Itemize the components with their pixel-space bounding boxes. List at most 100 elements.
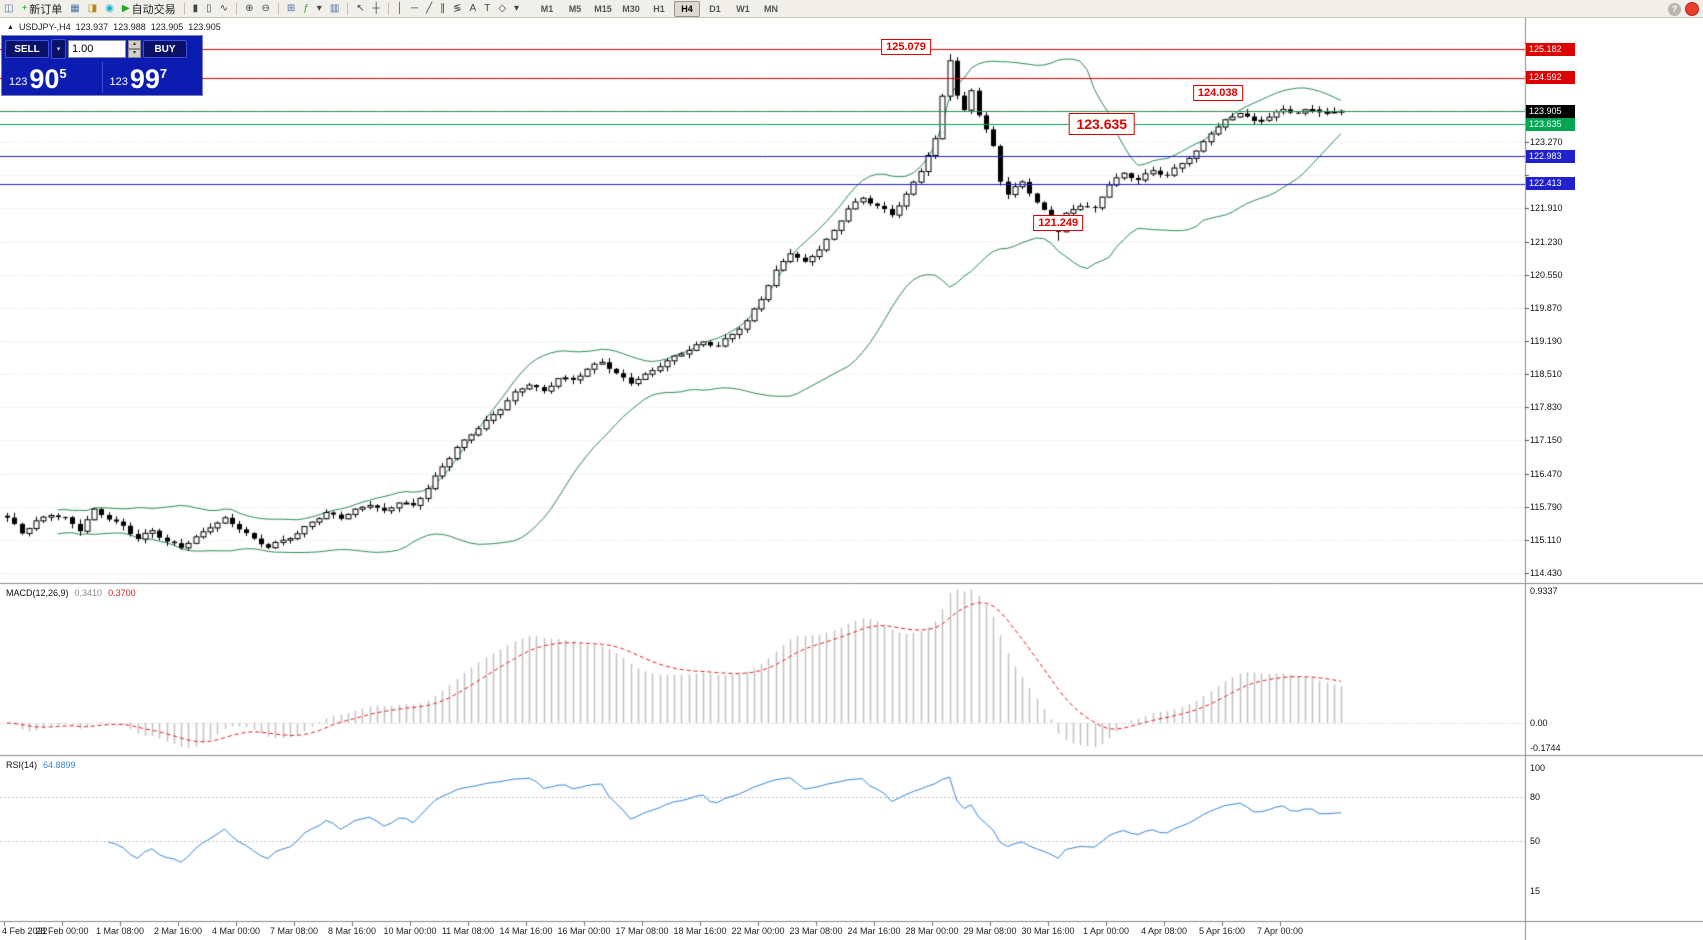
bar-chart-icon[interactable]: ▮ <box>190 0 202 17</box>
sell-button[interactable]: SELL <box>5 40 49 58</box>
timeframe-h4[interactable]: H4 <box>674 0 701 17</box>
buy-price-prefix: 123 <box>109 76 128 88</box>
templates-icon[interactable]: ▥ <box>327 0 342 17</box>
macd-indicator-label: MACD(12,26,9) 0.3410 0.3700 <box>6 588 136 598</box>
volume-up-icon[interactable]: ▴ <box>128 40 141 49</box>
volume-dropdown-button[interactable]: ▾ <box>51 39 66 59</box>
price-tick-label: 117.830 <box>1530 402 1562 413</box>
autotrading-button[interactable]: ▶ 自动交易 <box>119 0 179 17</box>
rsi-scale-label: 100 <box>1530 763 1546 773</box>
trend-arrow-icon: ▲ <box>7 23 14 31</box>
time-axis-label: 8 Mar 16:00 <box>327 926 377 936</box>
time-axis-label: 16 Mar 00:00 <box>557 926 611 936</box>
label-icon[interactable]: T <box>481 0 493 17</box>
price-callout[interactable]: 121.249 <box>1033 214 1084 231</box>
timeframe-m1[interactable]: M1 <box>540 3 554 14</box>
price-tick-label: 117.150 <box>1530 435 1562 446</box>
trendline-icon: ╱ <box>426 3 433 14</box>
channel-icon: ∥ <box>440 3 446 14</box>
chart-ohlc-title: ▲ USDJPY-,H4 123.937 123.988 123.905 123… <box>7 22 221 32</box>
new-order-button[interactable]: + 新订单 <box>18 0 65 17</box>
zoom-out-icon[interactable]: ⊖ <box>258 0 272 17</box>
horizontal-line-icon[interactable]: ─ <box>408 0 421 17</box>
toolbar-right: ? <box>1668 2 1699 16</box>
crosshair-icon: ┼ <box>372 3 380 14</box>
price-tick-label: 121.910 <box>1530 203 1563 214</box>
zoom-in-icon[interactable]: ⊕ <box>242 0 256 17</box>
timeframe-m15[interactable]: M15 <box>594 3 612 14</box>
time-axis-label: 23 Mar 08:00 <box>789 926 843 936</box>
time-axis-label: 10 Mar 00:00 <box>383 926 437 936</box>
timeframe-w1[interactable]: W1 <box>736 3 750 14</box>
channel-icon[interactable]: ∥ <box>437 0 448 17</box>
time-axis-label: 29 Mar 08:00 <box>963 926 1017 936</box>
indicators-icon[interactable]: ƒ <box>300 0 312 17</box>
time-axis-label: 18 Mar 16:00 <box>673 926 727 936</box>
candlestick-chart-icon[interactable]: ▯ <box>203 0 215 17</box>
price-callout[interactable]: 124.038 <box>1192 85 1243 102</box>
zoom-in-icon: ⊕ <box>245 3 254 14</box>
vertical-line-icon[interactable]: │ <box>394 0 406 17</box>
trendline-icon[interactable]: ╱ <box>423 0 435 17</box>
time-axis-label: 22 Mar 00:00 <box>731 926 785 936</box>
one-click-prices: 123 90 5 123 99 7 <box>2 60 202 95</box>
timeframe-mn[interactable]: MN <box>764 3 779 14</box>
price-line-tag: 122.413 <box>1526 177 1575 191</box>
volume-input[interactable] <box>68 40 126 58</box>
timeframe-m30[interactable]: M30 <box>622 3 640 14</box>
timeframe-d1[interactable]: D1 <box>709 3 721 14</box>
timeframe-m5[interactable]: M5 <box>568 3 582 14</box>
chart-profiles-icon[interactable]: ▦ <box>67 0 82 17</box>
sell-price-big: 90 <box>29 64 60 94</box>
price-tick-label: 114.430 <box>1530 568 1562 579</box>
data-window-icon[interactable]: ◨ <box>85 0 100 17</box>
price-tick-label: 118.510 <box>1530 369 1562 380</box>
data-window-icon: ◨ <box>87 3 98 14</box>
time-axis-label: 5 Apr 16:00 <box>1198 926 1246 936</box>
time-axis-label: 28 Mar 00:00 <box>905 926 959 936</box>
shapes-icon[interactable]: ◇ <box>495 0 509 17</box>
macd-signal-value: 0.3700 <box>108 588 136 598</box>
new-chart-icon[interactable]: ◫ <box>1 0 16 17</box>
toolbar-separator <box>277 2 279 15</box>
crosshair-icon[interactable]: ┼ <box>370 0 383 17</box>
indicators-dropdown[interactable]: ▾ <box>314 0 325 17</box>
price-callout[interactable]: 125.079 <box>881 39 931 56</box>
cursor-icon[interactable]: ↖ <box>353 0 367 17</box>
volume-stepper[interactable]: ▴ ▾ <box>128 40 141 58</box>
fibonacci-icon[interactable]: ≶ <box>450 0 464 17</box>
shapes-dropdown[interactable]: ▾ <box>511 0 522 17</box>
text-icon[interactable]: A <box>467 0 480 17</box>
macd-name: MACD(12,26,9) <box>6 588 69 598</box>
notification-icon[interactable] <box>1685 2 1699 16</box>
autotrading-button-label: 自动交易 <box>131 3 176 16</box>
macd-main-value: 0.3410 <box>74 588 103 598</box>
line-chart-icon[interactable]: ∿ <box>217 0 231 17</box>
price-line-tag: 123.905 <box>1526 104 1575 118</box>
toolbar: ◫ + 新订单 ▦ ◨ ◉ ▶ 自动交易 ▮ ▯ ∿ ⊕ ⊖ ⊞ ƒ ▾ ▥ ↖ ┼ │ ─ ╱ ∥ ≶ A T ◇ ▾ M1 M5 M1… <box>0 0 1703 18</box>
sound-icon[interactable]: ◉ <box>102 0 117 17</box>
chart-profiles-icon: ▦ <box>70 3 80 14</box>
time-axis[interactable]: 4 Feb 2022 28 Feb 00:00 1 Mar 08:00 2 Mar 1… <box>0 922 1703 940</box>
price-scale[interactable]: 123.270 121.910 121.230 120.550 119.870 119.1… <box>1526 17 1703 922</box>
timeframe-h1[interactable]: H1 <box>653 3 665 14</box>
volume-down-icon[interactable]: ▾ <box>128 49 141 58</box>
price-divider <box>101 62 103 93</box>
open-value: 123.937 <box>75 22 109 32</box>
rsi-scale-label: 15 <box>1530 886 1541 897</box>
candlestick-chart-icon: ▯ <box>206 3 212 14</box>
time-axis-label: 4 Apr 08:00 <box>1140 926 1188 936</box>
help-icon[interactable]: ? <box>1668 2 1681 16</box>
buy-button[interactable]: BUY <box>143 40 187 58</box>
price-callout[interactable]: 123.635 <box>1068 113 1136 136</box>
time-axis-label: 14 Mar 16:00 <box>499 926 553 936</box>
timeframe-buttons: M1 M5 M15 M30 H1 H4 D1 W1 MN <box>533 0 785 17</box>
buy-price[interactable]: 123 99 7 <box>103 60 203 95</box>
sell-price[interactable]: 123 90 5 <box>2 60 102 95</box>
cursor-icon: ↖ <box>356 3 365 14</box>
new-order-button-glyph: + <box>21 3 28 14</box>
rsi-value: 64.8899 <box>43 760 76 770</box>
tile-windows-icon[interactable]: ⊞ <box>284 0 298 17</box>
